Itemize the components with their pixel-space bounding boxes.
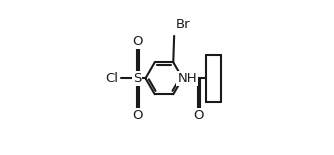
Text: O: O: [132, 35, 142, 48]
Text: Br: Br: [175, 18, 190, 31]
Text: NH: NH: [177, 72, 197, 85]
Text: O: O: [132, 109, 142, 122]
Text: Cl: Cl: [106, 72, 119, 85]
Text: O: O: [193, 109, 204, 122]
Text: S: S: [133, 72, 141, 85]
